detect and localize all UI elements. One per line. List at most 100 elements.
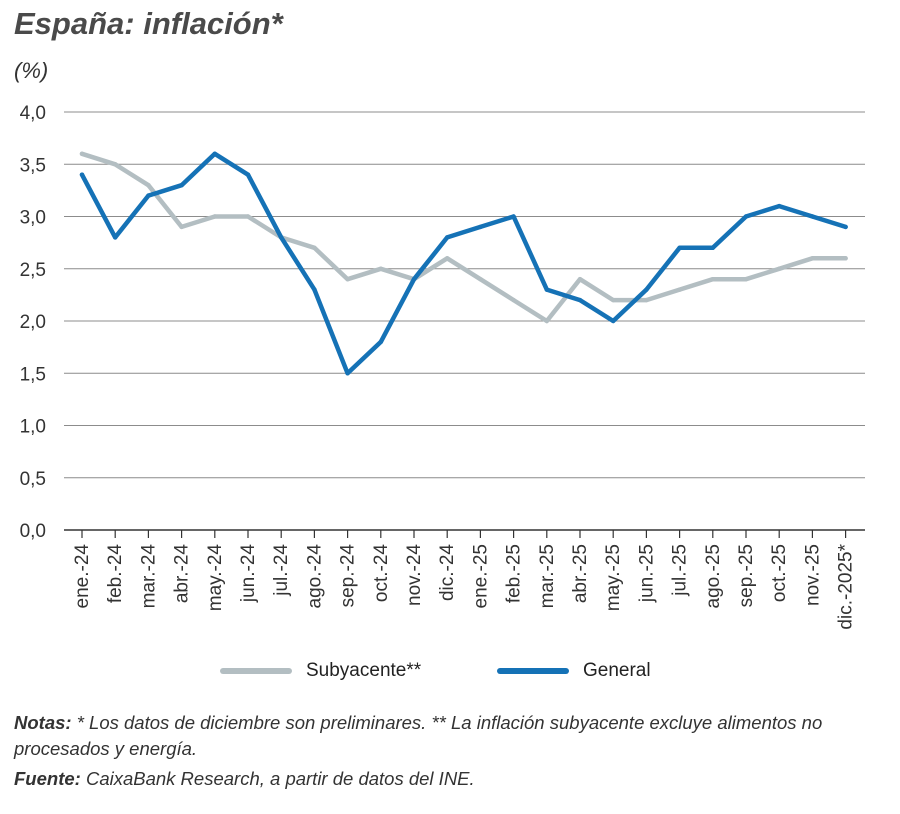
data-point-general — [810, 214, 815, 219]
data-point-subyacente — [445, 256, 450, 261]
data-point-subyacente — [312, 245, 317, 251]
x-tick-label: sep.-24 — [338, 544, 359, 608]
data-point-subyacente — [644, 297, 649, 303]
data-point-general — [345, 371, 350, 376]
data-point-general — [644, 287, 649, 292]
data-point-subyacente — [378, 266, 383, 271]
x-tick-label: jul.-25 — [670, 544, 691, 597]
data-point-general — [79, 172, 85, 177]
x-tick-label: ago.-25 — [703, 544, 724, 608]
data-point-general — [179, 182, 184, 188]
data-point-subyacente — [710, 277, 715, 282]
data-point-general — [445, 235, 450, 240]
legend-label-subyacente: Subyacente** — [306, 660, 422, 681]
data-point-subyacente — [843, 256, 848, 261]
data-point-subyacente — [212, 214, 217, 219]
legend-label-general: General — [583, 660, 651, 681]
y-tick-label: 1,0 — [20, 417, 46, 438]
chart-source: Fuente: CaixaBank Research, a partir de … — [14, 768, 475, 790]
y-tick-label: 0,5 — [20, 469, 46, 490]
chart-title: España: inflación* — [14, 6, 283, 41]
x-tick-label: jul.-24 — [271, 544, 292, 597]
data-point-general — [212, 151, 217, 156]
data-point-subyacente — [611, 297, 616, 303]
x-tick-label: feb.-25 — [504, 544, 525, 603]
x-tick-label: oct.-24 — [371, 544, 392, 603]
notes-label: Notas: — [14, 712, 72, 733]
x-tick-label: dic.-2025* — [836, 543, 857, 629]
x-tick-label: oct.-25 — [769, 544, 790, 602]
x-tick-label: jun.-25 — [636, 544, 657, 603]
data-point-subyacente — [544, 318, 549, 324]
y-tick-label: 3,0 — [20, 208, 46, 229]
data-point-subyacente — [777, 266, 782, 271]
data-point-subyacente — [345, 277, 350, 282]
x-tick-label: jun.-24 — [238, 544, 259, 604]
y-tick-label: 4,0 — [20, 103, 46, 124]
legend-swatch-subyacente — [220, 668, 292, 674]
legend-item-general: General — [497, 660, 651, 682]
data-point-general — [743, 214, 749, 219]
y-tick-label: 3,5 — [20, 155, 46, 176]
data-point-general — [245, 172, 251, 177]
y-tick-label: 1,5 — [20, 364, 46, 385]
data-point-general — [411, 277, 417, 282]
series-lines — [79, 151, 848, 376]
data-point-subyacente — [79, 151, 85, 156]
data-point-general — [677, 245, 682, 251]
data-point-subyacente — [810, 256, 815, 261]
x-tick-label: nov.-25 — [802, 544, 823, 606]
y-axis: 0,0 0,5 1,0 1,5 2,0 2,5 3,0 3,5 4,0 — [20, 103, 46, 542]
x-tick-label: mar.-24 — [138, 544, 159, 609]
data-point-subyacente — [677, 287, 682, 292]
source-text: CaixaBank Research, a partir de datos de… — [85, 768, 475, 789]
data-point-general — [710, 245, 715, 251]
grid-lines — [64, 111, 865, 479]
data-point-subyacente — [478, 277, 483, 282]
x-tick-label: mar.-25 — [537, 544, 558, 608]
x-tick-label: may.-25 — [603, 544, 624, 611]
series-line-general — [79, 151, 848, 376]
data-point-subyacente — [146, 182, 151, 188]
data-point-subyacente — [179, 224, 184, 230]
data-point-general — [146, 193, 151, 198]
data-point-general — [577, 297, 583, 303]
data-point-general — [511, 214, 516, 219]
x-tick-label: may.-24 — [205, 544, 226, 612]
data-point-general — [312, 287, 317, 292]
x-tick-label: sep.-25 — [736, 544, 757, 607]
x-axis: ene.-24 feb.-24 mar.-24 abr.-24 may.-24 jun.-… — [64, 529, 865, 630]
data-point-general — [279, 235, 284, 240]
x-tick-label: abr.-25 — [570, 544, 591, 603]
data-point-subyacente — [743, 277, 749, 282]
data-point-general — [478, 224, 483, 230]
x-tick-label: abr.-24 — [172, 544, 193, 604]
data-point-subyacente — [113, 162, 118, 167]
x-tick-label: nov.-24 — [404, 544, 425, 606]
data-point-general — [611, 318, 616, 324]
data-point-general — [777, 203, 782, 209]
data-point-subyacente — [577, 277, 583, 282]
source-label: Fuente: — [14, 768, 81, 789]
chart-notes: Notas: * Los datos de diciembre son prel… — [14, 710, 884, 762]
y-tick-label: 2,0 — [20, 312, 46, 333]
data-point-subyacente — [245, 214, 251, 219]
data-point-general — [843, 224, 848, 230]
series-line-subyacente — [79, 151, 848, 324]
y-tick-label: 2,5 — [20, 260, 46, 281]
notes-text: * Los datos de diciembre son preliminare… — [14, 712, 823, 759]
y-tick-label: 0,0 — [20, 521, 46, 542]
data-point-subyacente — [511, 297, 516, 303]
x-tick-label: dic.-24 — [437, 544, 458, 601]
data-point-general — [544, 287, 549, 292]
x-tick-label: feb.-24 — [105, 544, 126, 604]
data-point-general — [113, 235, 118, 240]
legend-swatch-general — [497, 668, 569, 674]
x-tick-label: ene.-24 — [72, 544, 93, 609]
data-point-general — [378, 339, 383, 345]
legend-item-subyacente: Subyacente** — [220, 660, 421, 682]
x-tick-label: ago.-24 — [304, 544, 325, 609]
x-tick-label: ene.-25 — [470, 544, 491, 608]
unit-label: (%) — [14, 58, 49, 83]
